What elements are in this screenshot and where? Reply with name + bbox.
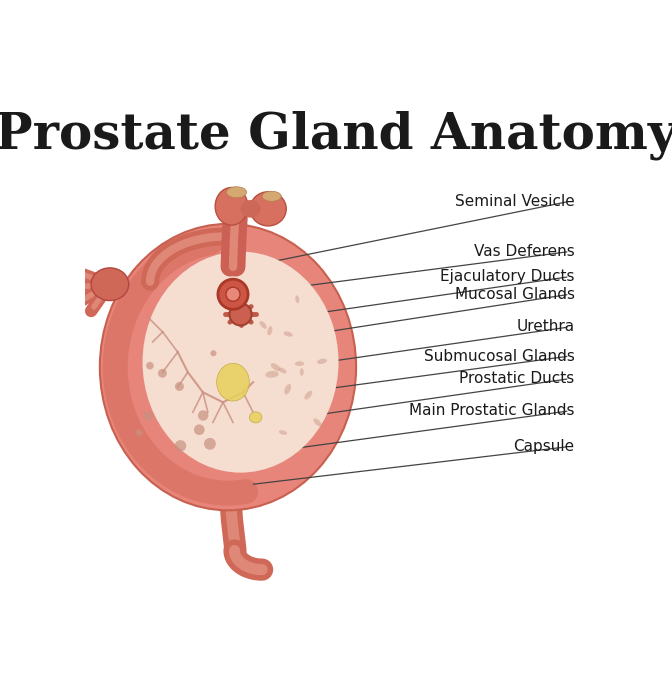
Ellipse shape bbox=[262, 192, 281, 201]
Ellipse shape bbox=[250, 192, 286, 226]
Ellipse shape bbox=[267, 326, 272, 336]
Ellipse shape bbox=[100, 224, 356, 511]
Ellipse shape bbox=[91, 268, 129, 300]
Text: Urethra: Urethra bbox=[517, 320, 575, 334]
Ellipse shape bbox=[295, 361, 304, 366]
Circle shape bbox=[204, 438, 216, 450]
Ellipse shape bbox=[304, 391, 312, 400]
Circle shape bbox=[229, 303, 251, 325]
Text: Prostate Gland Anatomy: Prostate Gland Anatomy bbox=[0, 111, 672, 161]
Circle shape bbox=[146, 362, 154, 369]
Circle shape bbox=[226, 287, 240, 301]
Ellipse shape bbox=[271, 363, 281, 371]
Ellipse shape bbox=[249, 412, 262, 423]
Ellipse shape bbox=[313, 418, 322, 426]
Text: Main Prostatic Glands: Main Prostatic Glands bbox=[409, 403, 575, 418]
Ellipse shape bbox=[284, 384, 291, 395]
Text: Prostatic Ducts: Prostatic Ducts bbox=[460, 371, 575, 386]
Ellipse shape bbox=[278, 368, 286, 373]
Circle shape bbox=[136, 429, 142, 436]
Ellipse shape bbox=[284, 331, 292, 337]
Ellipse shape bbox=[259, 321, 267, 329]
Text: Vas Deferens: Vas Deferens bbox=[474, 244, 575, 259]
Text: Mucosal Glands: Mucosal Glands bbox=[455, 287, 575, 302]
Ellipse shape bbox=[279, 430, 287, 435]
Ellipse shape bbox=[142, 251, 339, 473]
Ellipse shape bbox=[226, 187, 247, 198]
Ellipse shape bbox=[317, 358, 327, 364]
Ellipse shape bbox=[215, 187, 248, 225]
Circle shape bbox=[158, 369, 167, 378]
Text: Capsule: Capsule bbox=[513, 439, 575, 454]
Text: Ejaculatory Ducts: Ejaculatory Ducts bbox=[440, 269, 575, 284]
Ellipse shape bbox=[300, 368, 304, 376]
Circle shape bbox=[198, 410, 208, 421]
Ellipse shape bbox=[216, 363, 249, 401]
Circle shape bbox=[175, 382, 184, 391]
Ellipse shape bbox=[265, 371, 279, 378]
Ellipse shape bbox=[241, 200, 261, 218]
Circle shape bbox=[175, 440, 186, 452]
Circle shape bbox=[218, 279, 248, 309]
Circle shape bbox=[210, 350, 216, 356]
Ellipse shape bbox=[295, 296, 300, 303]
Text: Submucosal Glands: Submucosal Glands bbox=[424, 349, 575, 364]
Text: Seminal Vesicle: Seminal Vesicle bbox=[455, 194, 575, 209]
Circle shape bbox=[144, 411, 153, 421]
Circle shape bbox=[194, 424, 204, 435]
